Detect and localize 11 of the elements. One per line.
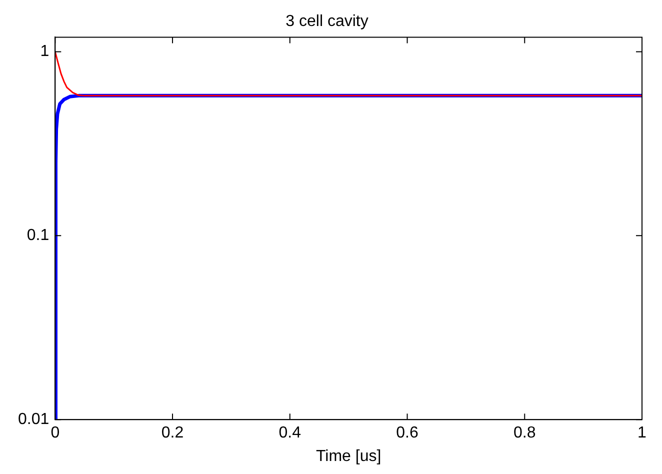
- x-tick-label: 0.2: [161, 424, 184, 442]
- x-tick-label: 0.4: [278, 424, 302, 442]
- x-tick-label: 0: [50, 424, 60, 442]
- x-tick-label: 1: [638, 424, 647, 442]
- y-tick-label: 1: [40, 43, 50, 60]
- y-tick-label: 0.01: [18, 411, 50, 428]
- x-axis-title: Time [us]: [316, 448, 382, 465]
- x-tick-label: 0.8: [514, 424, 536, 442]
- x-tick-label: 0.6: [396, 424, 418, 442]
- chart-title: 3 cell cavity: [286, 13, 368, 30]
- y-tick-label: 0.1: [26, 227, 50, 244]
